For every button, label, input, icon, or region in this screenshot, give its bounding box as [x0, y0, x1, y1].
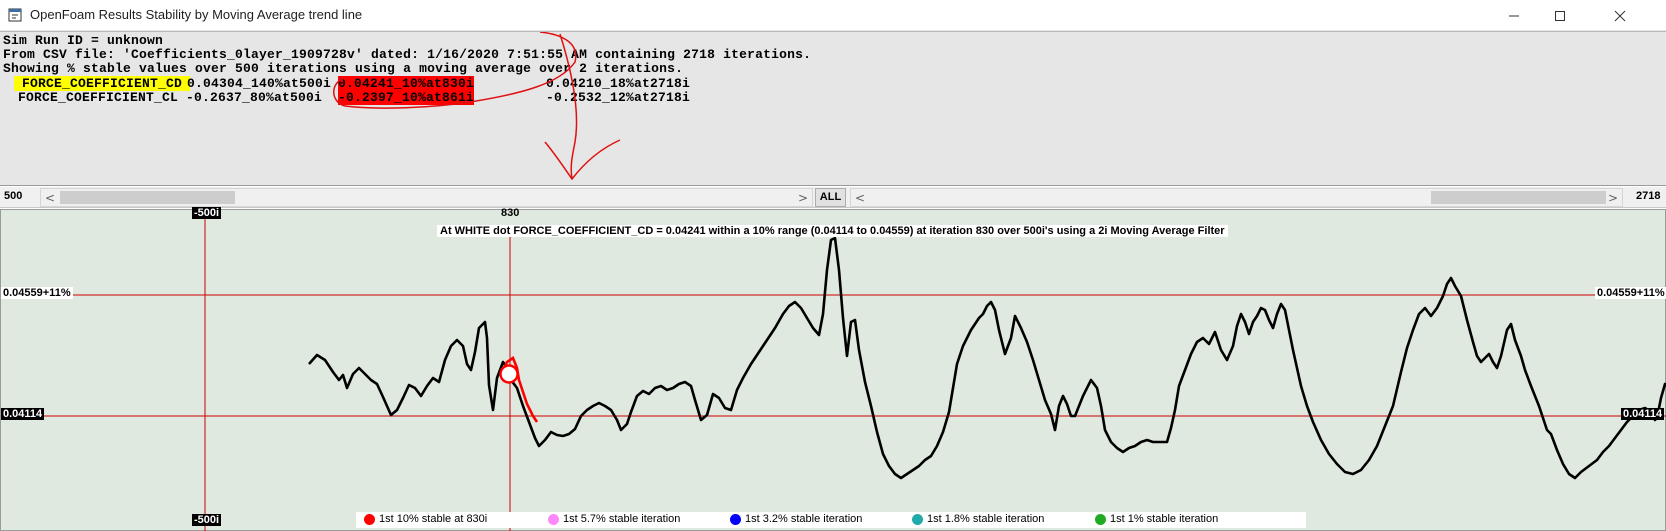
window-scroll-thumb[interactable] [60, 191, 235, 204]
sim-run-id: Sim Run ID = unknown [3, 33, 164, 48]
cl-row-at500: -0.2637_80%at500i [186, 90, 323, 105]
window-title: OpenFoam Results Stability by Moving Ave… [30, 7, 363, 22]
teal-dot-icon [912, 513, 923, 525]
marker-iteration-label: 830 [501, 207, 520, 219]
blue-dot-icon [730, 513, 741, 525]
maximize-button[interactable] [1537, 0, 1583, 31]
hand-drawn-arrow-annotation [333, 32, 621, 181]
legend-label: 1st 3.2% stable iteration [745, 513, 863, 525]
pink-dot-icon [548, 513, 559, 525]
trend-plot[interactable]: -500i 830 At WHITE dot FORCE_COEFFICIENT… [0, 207, 1666, 531]
stability-legend: 1st 10% stable at 830i 1st 5.7% stable i… [356, 512, 1306, 528]
upper-range-label-right: 0.04559+11% [1595, 287, 1666, 299]
minimize-icon [1509, 15, 1519, 16]
stable-segment-line [499, 356, 539, 423]
cd-row-stable: 0.04241_10%at830i [338, 76, 475, 91]
cl-row-end: -0.2532_12%at2718i [546, 90, 691, 105]
total-iterations-value: 2718 [1636, 190, 1661, 202]
cl-row-name: FORCE_COEFFICIENT_CL [18, 90, 179, 105]
position-scrollbar[interactable]: < > [850, 188, 1623, 207]
close-button[interactable] [1597, 0, 1643, 31]
close-icon [1614, 10, 1626, 21]
scroll-left-icon[interactable]: < [44, 190, 56, 205]
legend-label: 1st 1% stable iteration [1110, 513, 1219, 525]
cl-row-stable: -0.2397_10%at861i [338, 90, 475, 105]
window-start-label-bottom: -500i [192, 514, 222, 526]
legend-label: 1st 5.7% stable iteration [563, 513, 681, 525]
upper-range-label-left: 0.04559+11% [1, 287, 73, 299]
cd-row-end: 0.04210_18%at2718i [546, 76, 691, 91]
maximize-icon [1555, 10, 1565, 21]
position-scroll-right-icon[interactable]: > [1607, 190, 1619, 205]
window-size-value: 500 [4, 190, 23, 202]
green-dot-icon [1095, 513, 1106, 525]
window-scrollbar[interactable]: < > [40, 188, 813, 207]
trend-plot-svg [1, 210, 1666, 531]
cd-row-at500: 0.04304_140%at500i [187, 76, 332, 91]
csv-file-info: From CSV file: 'Coefficients_0layer_1909… [3, 47, 812, 62]
all-button[interactable]: ALL [815, 188, 846, 207]
legend-item-1pct: 1st 1% stable iteration [1095, 513, 1218, 525]
legend-label: 1st 10% stable at 830i [379, 513, 488, 525]
stability-summary: Showing % stable values over 500 iterati… [3, 61, 684, 76]
legend-item-5-7pct: 1st 5.7% stable iteration [548, 513, 680, 525]
plot-caption: At WHITE dot FORCE_COEFFICIENT_CD = 0.04… [437, 225, 1228, 237]
window-titlebar: OpenFoam Results Stability by Moving Ave… [0, 0, 1666, 31]
lower-range-label-left: 0.04114 [1, 408, 45, 420]
info-panel: Sim Run ID = unknown From CSV file: 'Coe… [0, 31, 1666, 186]
lower-range-label-right: 0.04114 [1621, 408, 1665, 420]
position-scroll-thumb[interactable] [1431, 191, 1606, 204]
cd-row-name: FORCE_COEFFICIENT_CD [14, 76, 191, 91]
iteration-scroll-row: 500 < > ALL < > 2718 [0, 187, 1666, 208]
position-scroll-left-icon[interactable]: < [854, 190, 866, 205]
white-dot-marker[interactable] [499, 364, 519, 384]
legend-item-10pct: 1st 10% stable at 830i [364, 513, 487, 525]
legend-label: 1st 1.8% stable iteration [927, 513, 1045, 525]
red-dot-icon [364, 513, 375, 525]
scroll-right-icon[interactable]: > [797, 190, 809, 205]
moving-average-trend-line [308, 236, 1666, 480]
legend-item-3-2pct: 1st 3.2% stable iteration [730, 513, 862, 525]
minimize-button[interactable] [1491, 0, 1537, 31]
app-window-icon [8, 8, 22, 22]
window-start-label-top: -500i [192, 207, 222, 219]
legend-item-1-8pct: 1st 1.8% stable iteration [912, 513, 1044, 525]
